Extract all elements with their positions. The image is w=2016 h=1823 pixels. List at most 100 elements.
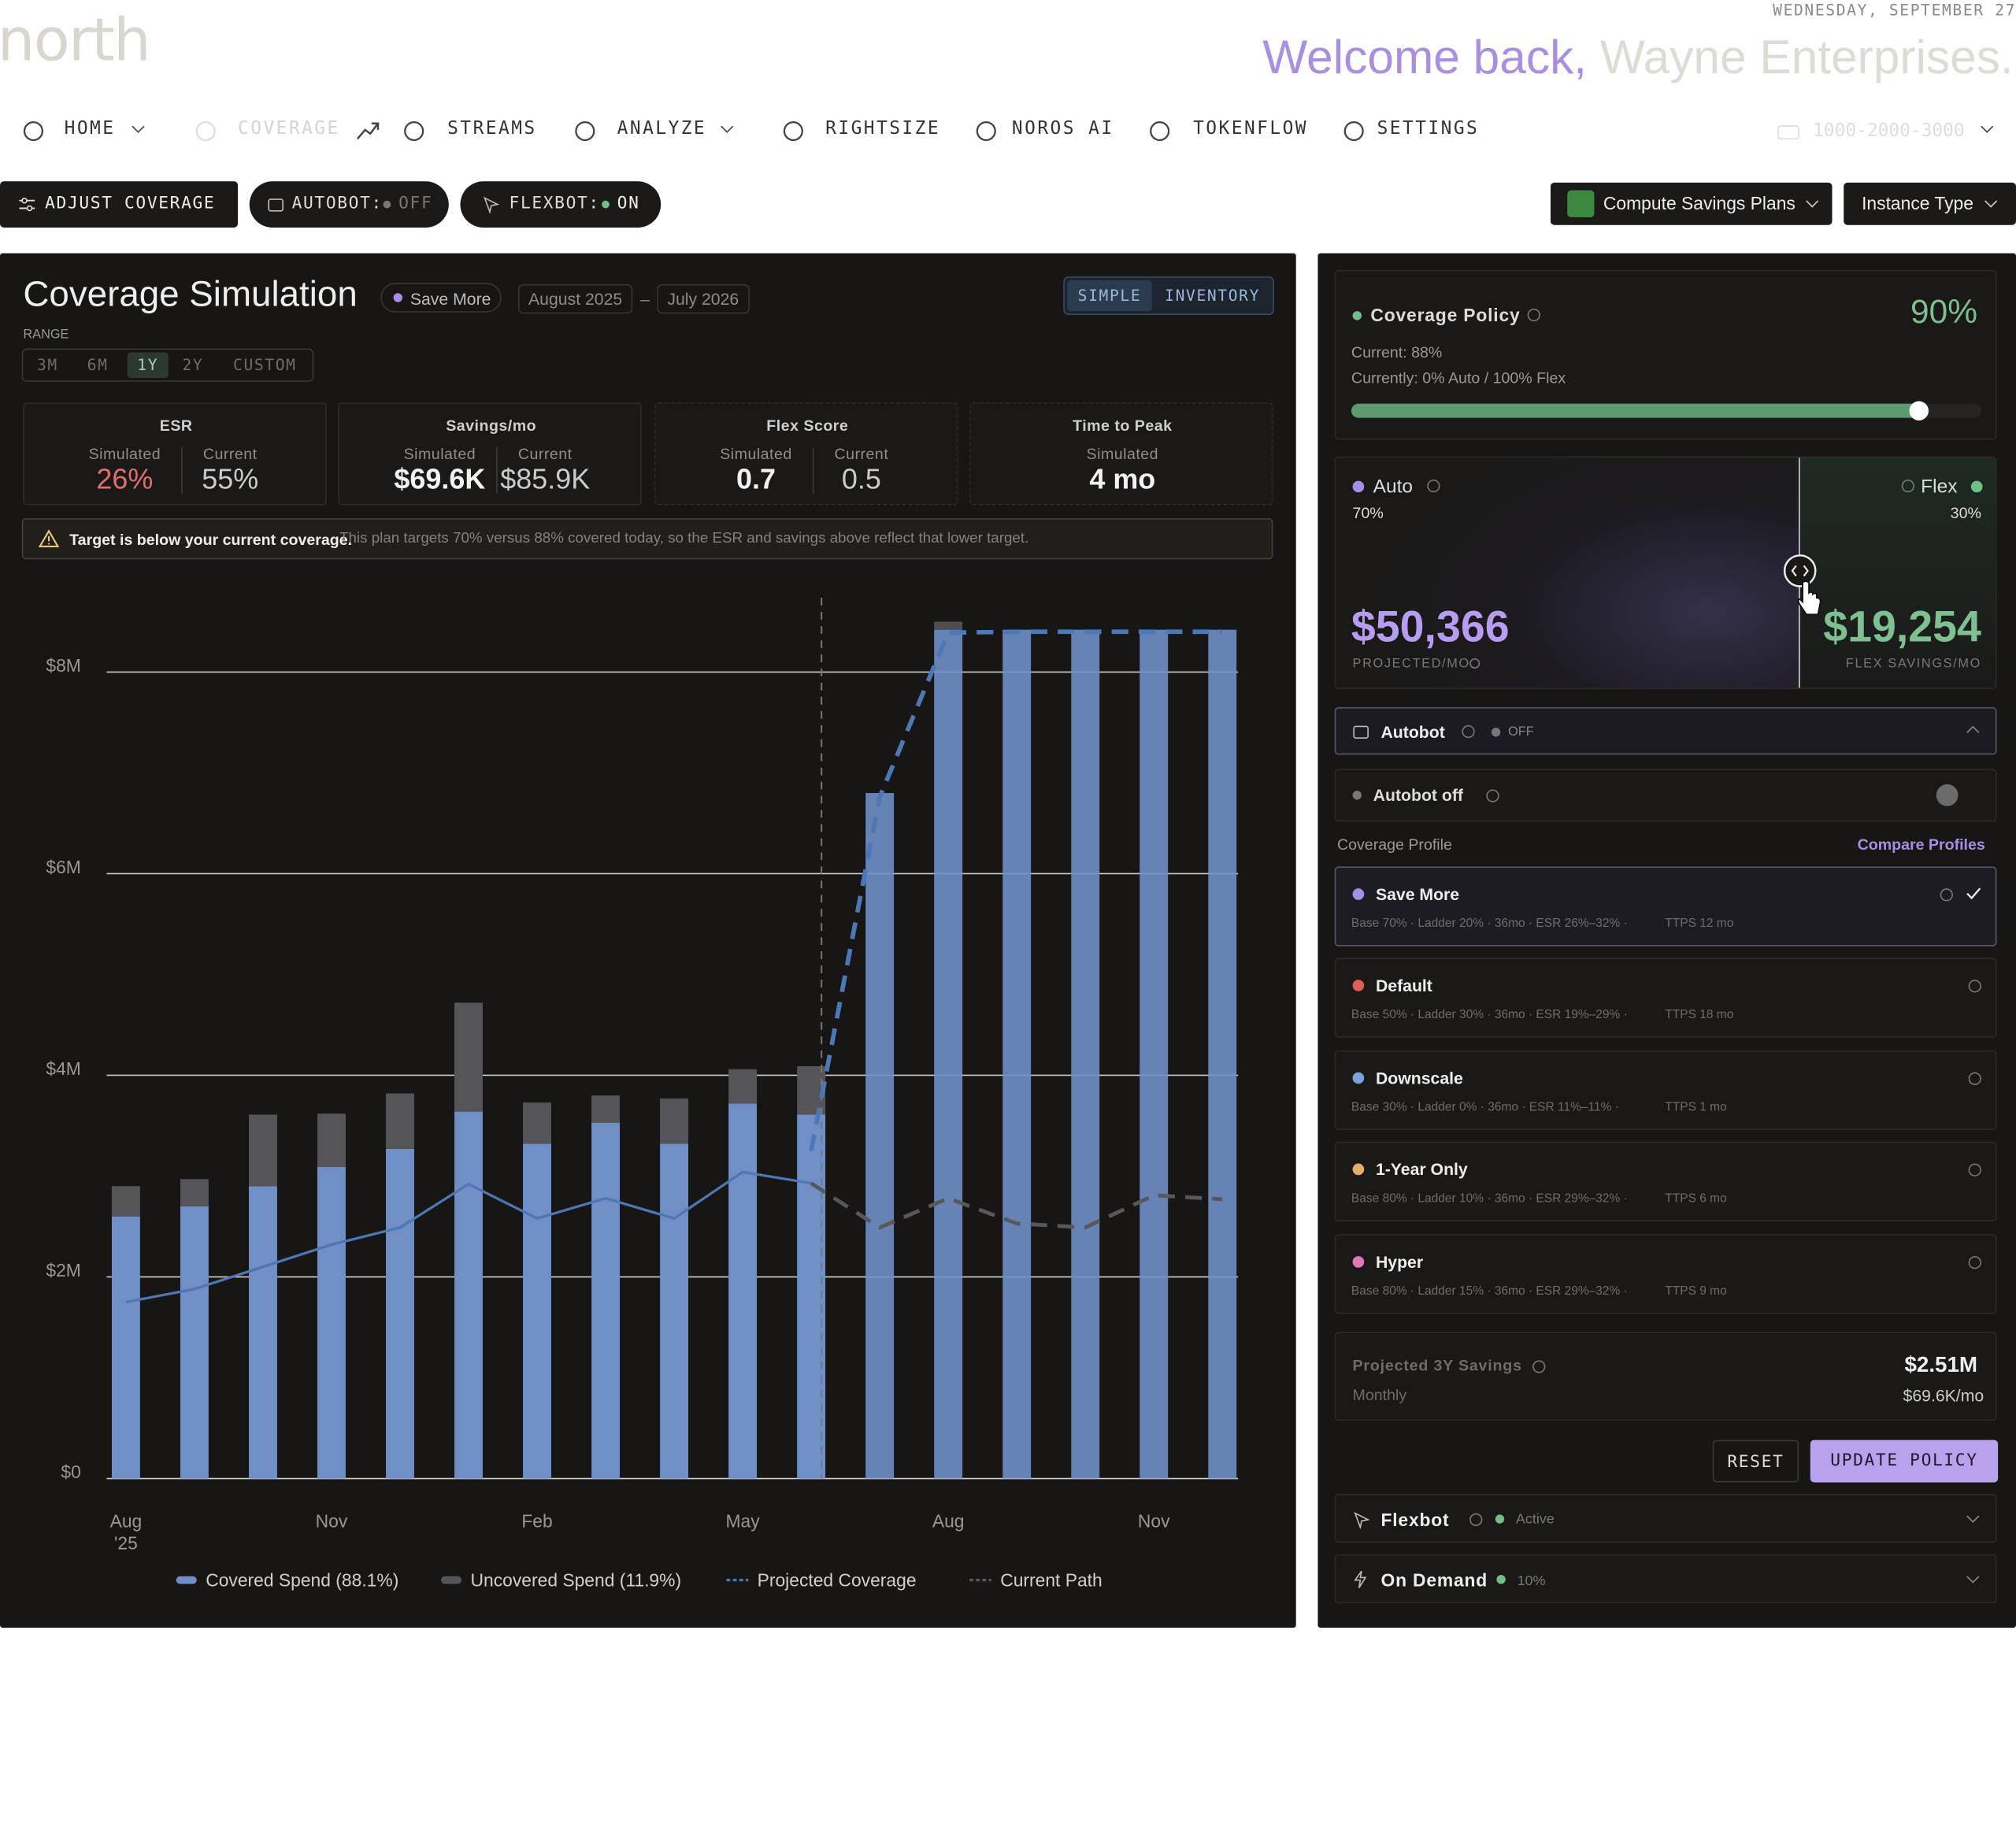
plan-icon (1567, 190, 1595, 217)
profile-dot (393, 293, 403, 302)
profile-ttps: TTPS 1 mo (1665, 1100, 1727, 1115)
nav-item[interactable]: HOME (64, 118, 116, 139)
profile-name: Default (1375, 976, 1432, 995)
profile-card[interactable]: Save More Base 70% · Ladder 20% · 36mo · … (1334, 866, 1997, 947)
flex-area (1799, 458, 1996, 688)
info-icon[interactable] (1968, 1072, 1981, 1085)
nav-item[interactable]: SETTINGS (1377, 118, 1480, 139)
flex-icon (484, 196, 500, 214)
compare-profiles-link[interactable]: Compare Profiles (1857, 836, 1985, 854)
info-icon[interactable] (1532, 1360, 1546, 1373)
reset-button[interactable]: RESET (1712, 1440, 1799, 1483)
profile-dot (1352, 980, 1365, 991)
profile-card[interactable]: 1-Year Only Base 80% · Ladder 10% · 36mo … (1334, 1141, 1997, 1222)
trend-icon[interactable] (355, 120, 381, 143)
welcome-text: Welcome back, (1262, 31, 1588, 84)
flex-share: 30% (1950, 504, 1981, 522)
info-icon[interactable] (1486, 789, 1499, 802)
info-icon[interactable] (1427, 479, 1440, 493)
nav-item[interactable]: NOROS AI (1011, 118, 1114, 139)
logo[interactable]: north (0, 5, 151, 75)
stat-divider (812, 447, 814, 494)
nav-icon (195, 120, 216, 142)
range-label: RANGE (23, 328, 69, 343)
bar-segment (728, 1069, 758, 1104)
icon-shape (404, 120, 424, 142)
range-option[interactable]: 2Y (182, 356, 204, 375)
autobot-pill[interactable]: AUTOBOT: OFF (249, 181, 449, 228)
y-tick-label: $8M (46, 655, 80, 676)
policy-dot (1352, 311, 1362, 321)
bar-segment (728, 1103, 758, 1479)
stat-label: Simulated (403, 444, 476, 463)
split-handle[interactable] (1782, 553, 1818, 589)
instance-type-select[interactable]: Instance Type (1844, 182, 2016, 225)
flexbot-label: Flexbot (1380, 1509, 1450, 1530)
savings-total: $2.51M (1904, 1352, 1978, 1377)
y-tick-label: $2M (46, 1260, 80, 1280)
info-icon[interactable] (1940, 888, 1953, 902)
bar-segment (317, 1166, 346, 1479)
stat-divider (181, 447, 183, 494)
on-demand-row[interactable]: On Demand 10% (1334, 1554, 1997, 1603)
stat-card: ESR Simulated 26% Current 55% (23, 402, 327, 506)
instance-type: Instance Type (1862, 192, 1973, 214)
nav-item[interactable]: RIGHTSIZE (825, 118, 941, 139)
profile-card[interactable]: Downscale Base 30% · Ladder 0% · 36mo · E… (1334, 1050, 1997, 1131)
info-icon[interactable] (1469, 658, 1480, 669)
mode-option[interactable]: INVENTORY (1165, 287, 1261, 305)
bar-segment (1071, 629, 1100, 1479)
toggle-knob[interactable] (1936, 784, 1959, 806)
profile-detail: Base 30% · Ladder 0% · 36mo · ESR 11%–11… (1351, 1100, 1619, 1115)
flexbot-row[interactable]: Flexbot Active (1334, 1494, 1997, 1543)
collapse-chevron[interactable] (1966, 725, 1980, 739)
profile-ttps: TTPS 6 mo (1665, 1191, 1727, 1206)
range-option[interactable]: CUSTOM (233, 356, 297, 375)
stat-title: Time to Peak (1073, 416, 1173, 435)
range-option[interactable]: 1Y (127, 352, 169, 379)
policy-split: Currently: 0% Auto / 100% Flex (1351, 369, 1566, 387)
x-tick-label: Nov (316, 1511, 348, 1532)
mode-option[interactable]: SIMPLE (1067, 280, 1152, 312)
flexbot-pill[interactable]: FLEXBOT: ON (460, 181, 662, 228)
info-icon[interactable] (1901, 479, 1915, 493)
bar-segment (1002, 629, 1032, 1479)
info-icon[interactable] (1968, 1163, 1981, 1176)
info-icon[interactable] (1527, 308, 1540, 322)
status-dot (383, 200, 391, 209)
range-option[interactable]: 3M (36, 356, 58, 375)
auto-flex-card: Auto 70% $50,366 PROJECTED/MO Flex 30% $… (1334, 456, 1997, 690)
autobot-label: Autobot (1380, 722, 1445, 743)
slider-knob[interactable] (1909, 401, 1929, 421)
x-tick-label: Feb (521, 1511, 552, 1532)
start-date[interactable]: August 2025 (517, 283, 633, 314)
adjust-coverage-button[interactable]: ADJUST COVERAGE (0, 181, 239, 228)
slider-fill (1351, 403, 1920, 418)
status-dot (1491, 728, 1501, 737)
icon-shape (575, 120, 595, 142)
plan-type-select[interactable]: Compute Savings Plans (1550, 182, 1833, 225)
account-select[interactable]: 1000-2000-3000 (1774, 118, 1999, 146)
end-date[interactable]: July 2026 (657, 283, 750, 314)
update-policy-button[interactable]: UPDATE POLICY (1810, 1440, 1999, 1483)
info-icon[interactable] (1469, 1513, 1483, 1526)
nav-item[interactable]: ANALYZE (617, 118, 707, 139)
date-separator: – (640, 289, 650, 309)
bar-segment (660, 1098, 689, 1144)
warning-text: This plan targets 70% versus 88% covered… (339, 531, 1029, 547)
autobot-row[interactable]: Autobot OFF (1334, 706, 1997, 755)
nav-item[interactable]: STREAMS (447, 118, 537, 139)
nav-item[interactable]: TOKENFLOW (1193, 118, 1308, 139)
autobot-toggle-label: Autobot off (1373, 785, 1464, 806)
range-option[interactable]: 6M (87, 356, 109, 375)
info-icon[interactable] (1968, 980, 1981, 993)
profile-card[interactable]: Default Base 50% · Ladder 30% · 36mo · ES… (1334, 958, 1997, 1038)
nav-item[interactable]: COVERAGE (238, 118, 340, 139)
bar-segment (386, 1093, 414, 1149)
profile-card[interactable]: Hyper Base 80% · Ladder 15% · 36mo · ESR … (1334, 1234, 1997, 1314)
info-icon[interactable] (1462, 724, 1475, 739)
nav-icon (1343, 120, 1364, 142)
expand-chevron[interactable] (1966, 1510, 1980, 1523)
info-icon[interactable] (1968, 1256, 1981, 1269)
expand-chevron[interactable] (1966, 1570, 1980, 1584)
